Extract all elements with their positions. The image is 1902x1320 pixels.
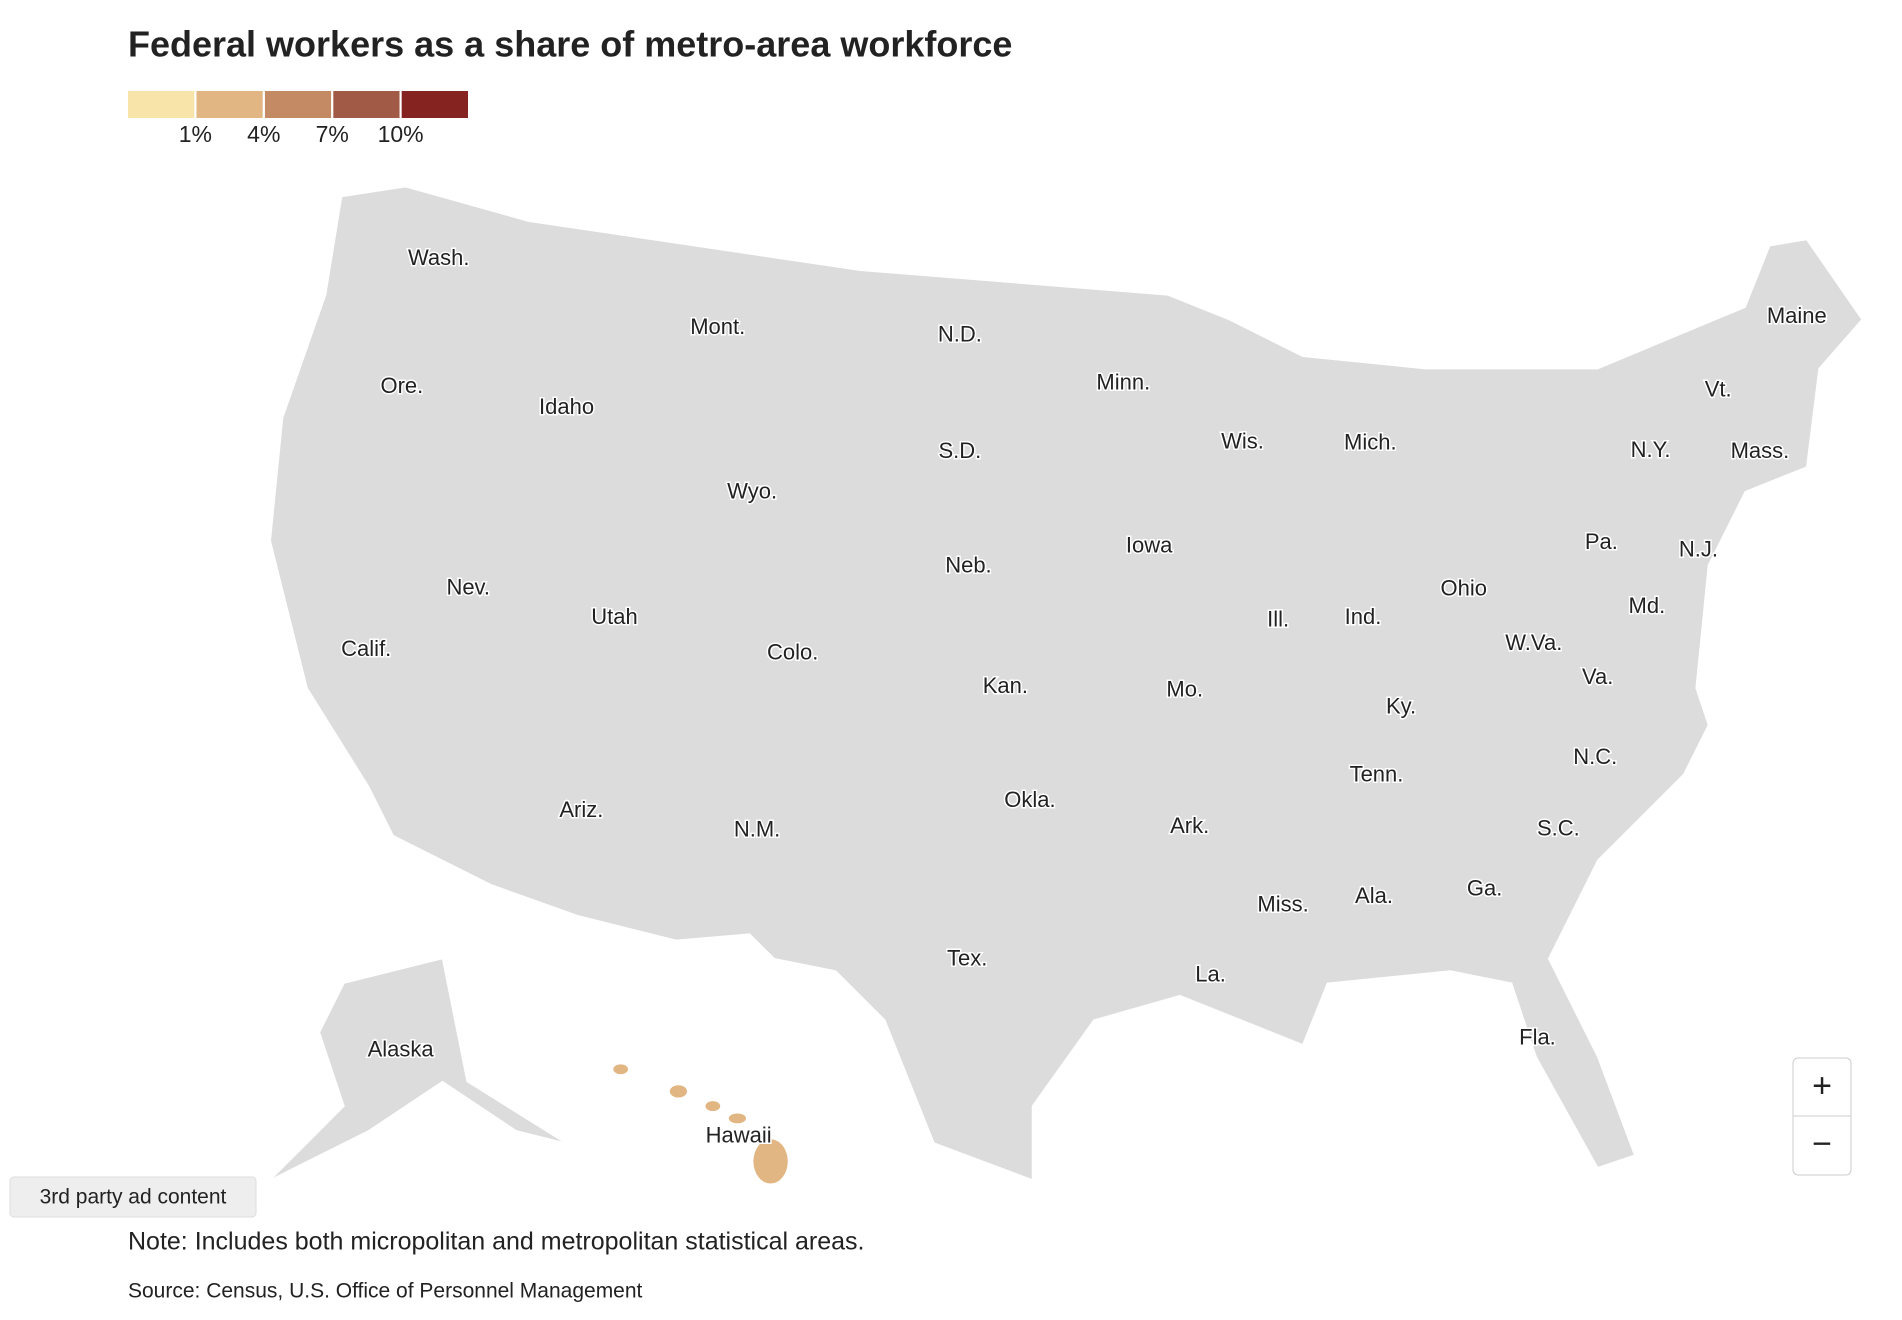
legend: 1% 4% 7% 10% <box>128 91 468 147</box>
ad-box <box>9 1176 257 1218</box>
state-label: Ala. <box>1355 883 1393 908</box>
state-label: S.D. <box>938 438 981 463</box>
state-label: Iowa <box>1126 533 1173 558</box>
legend-swatch <box>128 91 195 118</box>
state-label: Mo. <box>1166 677 1203 702</box>
state-label: Maine <box>1767 303 1827 328</box>
state-label: Ariz. <box>559 797 603 822</box>
state-label: Minn. <box>1096 369 1150 394</box>
state-label: Hawaii <box>706 1123 772 1148</box>
state-label: N.D. <box>938 321 982 346</box>
state-label: Mich. <box>1344 429 1397 454</box>
state-label: Ohio <box>1440 576 1486 601</box>
legend-tick-label: 10% <box>378 121 424 147</box>
state-label: Neb. <box>945 552 991 577</box>
state-label: Miss. <box>1257 892 1308 917</box>
hawaii <box>613 1064 788 1184</box>
legend-tick-label: 4% <box>247 121 280 147</box>
state-label: Alaska <box>368 1037 435 1062</box>
state-label: Va. <box>1582 664 1613 689</box>
legend-swatch <box>196 91 263 118</box>
zoom-controls: + − <box>1792 1057 1852 1176</box>
state-label: Idaho <box>539 394 594 419</box>
state-label: Okla. <box>1004 787 1055 812</box>
legend-tick-label: 1% <box>179 121 212 147</box>
ad-label[interactable]: 3rd party ad content <box>40 1186 227 1209</box>
state-label: Wash. <box>408 245 470 270</box>
state-label: Calif. <box>341 636 391 661</box>
state-label: Mont. <box>690 314 745 339</box>
state-label: Nev. <box>446 575 490 600</box>
state-label: S.C. <box>1537 815 1580 840</box>
state-label: Wis. <box>1221 428 1264 453</box>
state-label: Vt. <box>1705 377 1732 402</box>
state-labels: Wash. Mont. N.D. Minn. Maine Ore. Idaho Wis. Mic… <box>340 244 1829 1150</box>
state-label: Mass. <box>1731 438 1790 463</box>
state-label: Colo. <box>767 640 818 665</box>
note: Note: Includes both micropolitan and met… <box>128 1228 865 1256</box>
state-label: N.J. <box>1679 536 1718 561</box>
state-label: Pa. <box>1585 529 1618 554</box>
state-label: La. <box>1195 962 1226 987</box>
state-label: Ore. <box>380 373 423 398</box>
alaska <box>269 957 566 1181</box>
state-label: N.C. <box>1573 744 1617 769</box>
state-label: Ga. <box>1467 876 1502 901</box>
legend-swatch <box>401 91 468 118</box>
state-label: Utah <box>591 604 637 629</box>
legend-swatch <box>333 91 400 118</box>
zoom-out[interactable]: − <box>1812 1125 1832 1163</box>
zoom-in[interactable]: + <box>1812 1067 1832 1105</box>
state-label: N.M. <box>734 817 780 842</box>
map-shapes <box>269 186 1863 1184</box>
state-label: W.Va. <box>1505 630 1562 655</box>
legend-tick-label: 7% <box>316 121 349 147</box>
source: Source: Census, U.S. Office of Personnel… <box>128 1280 643 1303</box>
us-contiguous <box>269 186 1863 1181</box>
legend-swatch <box>264 91 332 118</box>
title: Federal workers as a share of metro-area… <box>128 24 1012 65</box>
state-label: Wyo. <box>727 479 777 504</box>
state-label: Ind. <box>1345 604 1382 629</box>
state-label: Tex. <box>947 946 987 971</box>
state-label: Kan. <box>983 673 1028 698</box>
state-label: Ark. <box>1170 813 1209 838</box>
state-label: N.Y. <box>1631 437 1671 462</box>
state-label: Md. <box>1629 593 1666 618</box>
state-label: Ky. <box>1386 694 1416 719</box>
state-label: Fla. <box>1519 1024 1556 1049</box>
state-label: Tenn. <box>1350 761 1404 786</box>
state-label: Ill. <box>1267 606 1289 631</box>
